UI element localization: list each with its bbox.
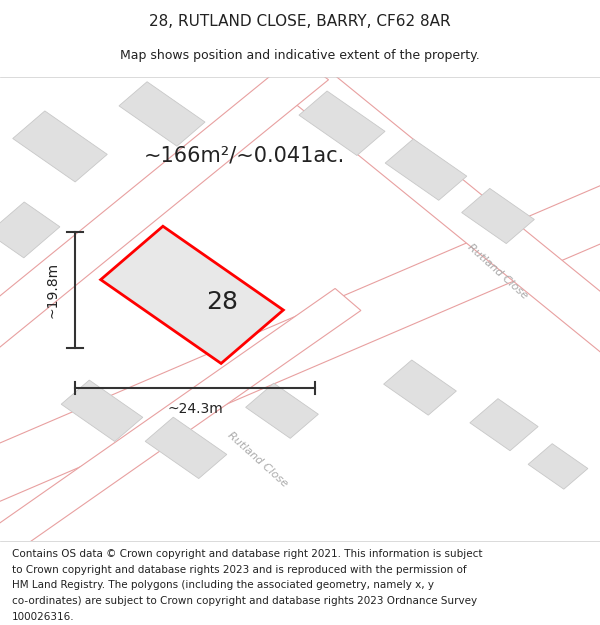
Polygon shape	[385, 139, 467, 200]
Text: Contains OS data © Crown copyright and database right 2021. This information is : Contains OS data © Crown copyright and d…	[12, 549, 482, 559]
Text: co-ordinates) are subject to Crown copyright and database rights 2023 Ordnance S: co-ordinates) are subject to Crown copyr…	[12, 596, 477, 606]
Text: Rutland Close: Rutland Close	[466, 242, 530, 301]
Polygon shape	[268, 53, 600, 360]
Text: Map shows position and indicative extent of the property.: Map shows position and indicative extent…	[120, 49, 480, 62]
Polygon shape	[145, 418, 227, 479]
Polygon shape	[0, 180, 600, 508]
Text: to Crown copyright and database rights 2023 and is reproduced with the permissio: to Crown copyright and database rights 2…	[12, 564, 467, 574]
Polygon shape	[461, 188, 535, 244]
Polygon shape	[13, 111, 107, 182]
Text: ~166m²/~0.041ac.: ~166m²/~0.041ac.	[144, 146, 345, 166]
Polygon shape	[383, 360, 457, 415]
Polygon shape	[101, 226, 283, 364]
Polygon shape	[0, 202, 60, 258]
Text: 28: 28	[206, 290, 238, 314]
Polygon shape	[0, 289, 361, 575]
Polygon shape	[61, 380, 143, 441]
Polygon shape	[245, 383, 319, 438]
Polygon shape	[119, 82, 205, 146]
Text: ~19.8m: ~19.8m	[46, 262, 60, 318]
Text: 28, RUTLAND CLOSE, BARRY, CF62 8AR: 28, RUTLAND CLOSE, BARRY, CF62 8AR	[149, 14, 451, 29]
Polygon shape	[470, 399, 538, 451]
Text: HM Land Registry. The polygons (including the associated geometry, namely x, y: HM Land Registry. The polygons (includin…	[12, 580, 434, 590]
Polygon shape	[528, 444, 588, 489]
Polygon shape	[0, 56, 329, 358]
Text: ~24.3m: ~24.3m	[167, 402, 223, 416]
Text: Rutland Close: Rutland Close	[226, 430, 290, 489]
Text: 100026316.: 100026316.	[12, 611, 74, 621]
Polygon shape	[299, 91, 385, 156]
